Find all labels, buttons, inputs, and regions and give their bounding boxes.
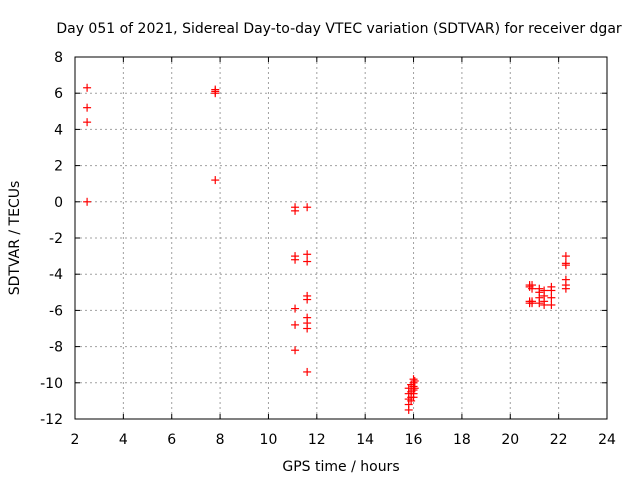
x-tick-label: 16 — [405, 432, 423, 448]
y-tick-label: 8 — [54, 50, 63, 66]
y-tick-label: 2 — [54, 159, 63, 175]
x-axis-label: GPS time / hours — [282, 459, 399, 475]
data-point — [291, 304, 300, 313]
grid-lines — [75, 57, 607, 419]
data-point — [303, 250, 312, 259]
y-axis-label: SDTVAR / TECUs — [7, 181, 23, 296]
data-point — [211, 176, 220, 185]
data-point — [410, 384, 419, 393]
data-point — [291, 346, 300, 355]
data-point — [535, 299, 544, 308]
data-point — [410, 376, 419, 385]
x-axis-ticks: 2 4 6 8 10 12 14 16 18 20 22 24 — [71, 57, 616, 448]
data-point — [547, 286, 556, 295]
x-tick-label: 10 — [260, 432, 278, 448]
data-point — [303, 367, 312, 376]
y-axis-ticks: 8 6 4 2 0 -2 -4 -6 -8 -10 -12 — [40, 50, 607, 428]
data-point — [83, 197, 92, 206]
x-tick-label: 18 — [453, 432, 471, 448]
data-point — [291, 206, 300, 215]
y-tick-label: 0 — [54, 195, 63, 211]
data-point — [547, 293, 556, 302]
x-tick-label: 20 — [501, 432, 519, 448]
data-point — [404, 405, 413, 414]
data-point — [291, 255, 300, 264]
data-point — [83, 103, 92, 112]
x-tick-label: 14 — [356, 432, 374, 448]
data-point — [83, 118, 92, 127]
y-tick-label: -12 — [40, 412, 63, 428]
x-tick-label: 2 — [71, 432, 80, 448]
y-tick-label: -6 — [49, 303, 63, 319]
data-point — [211, 89, 220, 98]
x-tick-label: 8 — [216, 432, 225, 448]
x-tick-label: 24 — [598, 432, 616, 448]
data-point — [291, 320, 300, 329]
data-point — [528, 299, 537, 308]
data-point — [561, 284, 570, 293]
data-points — [83, 83, 570, 414]
data-point — [83, 83, 92, 92]
data-point — [528, 284, 537, 293]
data-point — [561, 252, 570, 261]
data-point — [303, 295, 312, 304]
y-tick-label: -10 — [40, 376, 63, 392]
y-tick-label: 4 — [54, 122, 63, 138]
x-tick-label: 12 — [308, 432, 326, 448]
data-point — [303, 203, 312, 212]
data-point — [561, 261, 570, 270]
x-tick-label: 6 — [167, 432, 176, 448]
x-tick-label: 22 — [550, 432, 568, 448]
data-point — [303, 324, 312, 333]
data-point — [409, 393, 418, 402]
y-tick-label: -8 — [49, 340, 63, 356]
chart-title: Day 051 of 2021, Sidereal Day-to-day VTE… — [56, 21, 622, 37]
data-point — [540, 300, 549, 309]
y-tick-label: 6 — [54, 86, 63, 102]
x-tick-label: 4 — [119, 432, 128, 448]
y-tick-label: -2 — [49, 231, 63, 247]
data-point — [303, 257, 312, 266]
data-point — [547, 300, 556, 309]
y-tick-label: -4 — [49, 267, 63, 283]
